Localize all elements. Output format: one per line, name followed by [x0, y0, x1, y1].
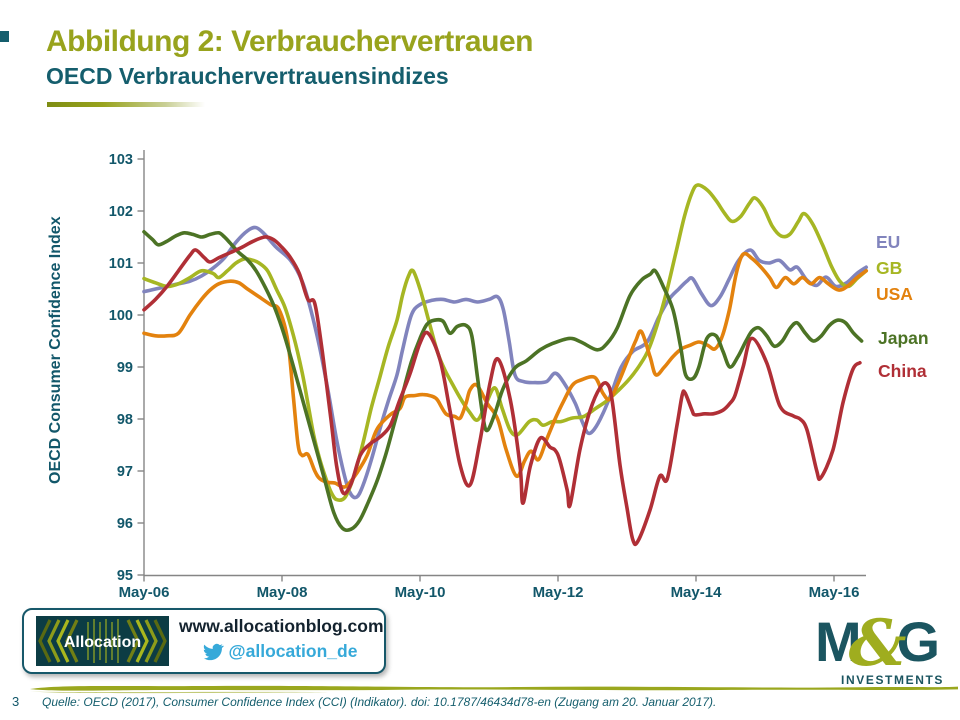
mg-investments-logo: M&G INVESTMENTS [806, 608, 946, 687]
x-tick-label: May-08 [257, 584, 308, 601]
series-line-china [142, 235, 862, 547]
page-number: 3 [12, 694, 20, 709]
twitter-row[interactable]: @allocation_de [179, 641, 379, 662]
x-tick-label: May-14 [671, 584, 723, 601]
legend-label-eu: EU [876, 232, 900, 252]
allocation-logo-box[interactable]: Allocation www.allocationblog.com @alloc… [22, 608, 386, 674]
x-tick-label: May-16 [809, 584, 860, 601]
source-citation: Quelle: OECD (2017), Consumer Confidence… [42, 695, 717, 709]
x-tick-label: May-06 [119, 584, 170, 601]
series-line-japan [142, 230, 864, 533]
y-tick-label: 97 [117, 464, 133, 480]
mg-monogram: M&G [806, 608, 946, 676]
y-tick-label: 99 [117, 360, 133, 376]
y-tick-label: 103 [109, 152, 133, 168]
y-tick-label: 101 [109, 256, 133, 272]
page-subtitle: OECD Verbrauchervertrauensindizes [46, 63, 449, 89]
title-underline [47, 102, 205, 107]
y-tick-label: 98 [117, 412, 133, 428]
allocation-logo-text: Allocation [64, 634, 141, 651]
x-tick-label: May-10 [395, 584, 446, 601]
y-tick-label: 96 [117, 516, 133, 532]
series-line-gb [142, 183, 868, 502]
mg-letter-m: M [815, 610, 862, 673]
series-line-usa [142, 251, 868, 489]
twitter-icon [203, 643, 224, 660]
page-title: Abbildung 2: Verbrauchervertrauen [46, 25, 533, 58]
x-tick-label: May-12 [533, 584, 584, 601]
legend-label-usa: USA [876, 284, 913, 304]
twitter-handle-link[interactable]: @allocation_de [228, 641, 358, 661]
brush-stroke-divider [30, 685, 958, 694]
allocation-logo: Allocation [36, 616, 169, 666]
mg-letter-g: G [896, 610, 940, 673]
y-tick-label: 100 [109, 308, 133, 324]
corner-accent-mark [0, 31, 9, 42]
y-tick-label: 102 [109, 204, 133, 220]
legend-label-japan: Japan [878, 328, 929, 348]
y-tick-label: 95 [117, 568, 133, 584]
mg-ampersand: & [848, 606, 907, 681]
legend-label-china: China [878, 361, 927, 381]
blog-url-link[interactable]: www.allocationblog.com [179, 616, 384, 636]
mg-investments-label: INVESTMENTS [841, 673, 944, 687]
legend-label-gb: GB [876, 258, 902, 278]
